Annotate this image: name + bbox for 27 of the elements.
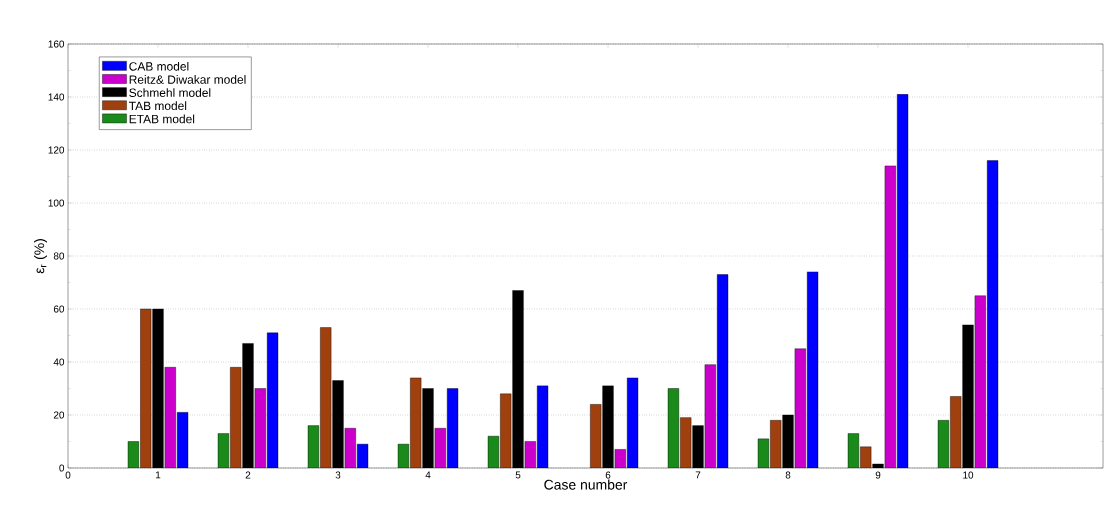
y-tick-label: 100 <box>48 199 65 207</box>
legend-label: Reitz& Diwakar model <box>129 75 246 84</box>
y-tick-label: 80 <box>53 252 65 260</box>
x-tick-label: 2 <box>245 471 251 479</box>
x-axis-title: Case number <box>544 479 628 490</box>
y-tick-label: 160 <box>48 40 65 48</box>
x-tick-label: 4 <box>425 471 431 479</box>
y-axis-title: ε$_{r}$ (%) <box>34 239 47 274</box>
x-tick-label: 9 <box>875 471 881 479</box>
y-tick-label: 120 <box>48 146 65 154</box>
legend-label: ETAB model <box>129 114 195 124</box>
x-tick-label: 8 <box>785 471 791 479</box>
y-tick-label: 0 <box>59 464 65 472</box>
legend-label: CAB model <box>129 61 189 71</box>
x-tick-label: 1 <box>156 471 161 479</box>
x-tick-label: 10 <box>963 471 974 479</box>
y-tick-label: 60 <box>53 305 65 313</box>
y-tick-label: 140 <box>48 93 65 101</box>
legend-label: Schmehl model <box>129 88 211 97</box>
x-tick-label: 7 <box>695 471 701 479</box>
x-tick-label: 3 <box>335 471 341 479</box>
legend-label: TAB model <box>128 101 187 111</box>
x-tick-label: 0 <box>65 471 71 479</box>
x-tick-label: 5 <box>515 471 521 479</box>
x-tick-label: 6 <box>605 471 611 479</box>
y-tick-label: 40 <box>53 358 65 366</box>
y-tick-label: 20 <box>53 411 65 419</box>
